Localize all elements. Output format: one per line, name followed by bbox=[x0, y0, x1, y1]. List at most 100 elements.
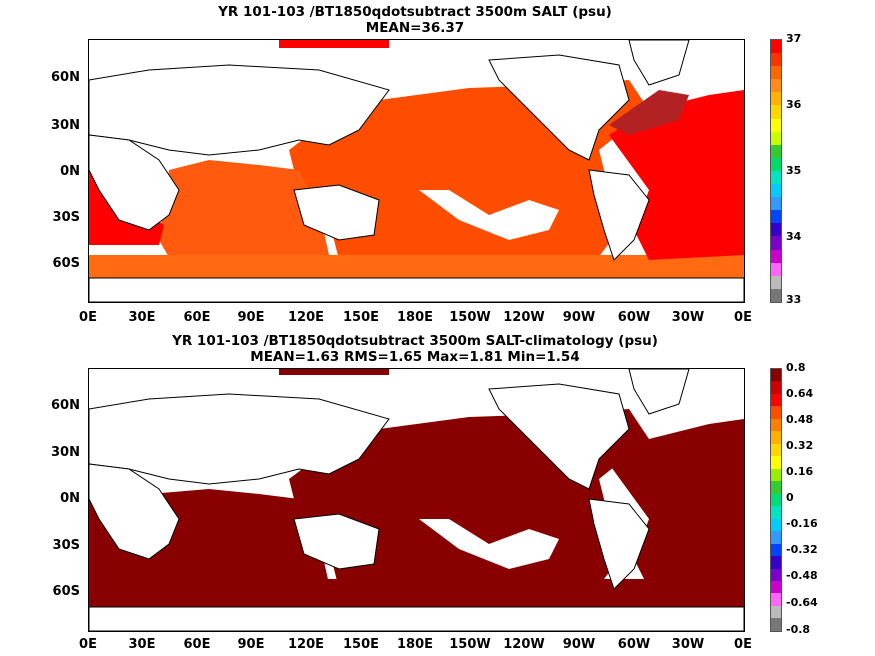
colorbar-swatch bbox=[771, 249, 781, 263]
top-indian-basin bbox=[159, 160, 329, 275]
bottom-lon-label: 180E bbox=[396, 637, 434, 652]
colorbar-swatch bbox=[771, 92, 781, 106]
bottom-colorbar-label: -0.48 bbox=[786, 569, 818, 582]
bottom-lat-label: 60N bbox=[51, 398, 80, 413]
colorbar-swatch bbox=[771, 580, 781, 594]
bottom-lat-label: 30N bbox=[51, 445, 80, 460]
colorbar-swatch bbox=[771, 593, 781, 606]
top-lon-label: 120W bbox=[503, 310, 545, 325]
top-eurasia-land bbox=[89, 64, 390, 156]
colorbar-swatch bbox=[771, 105, 781, 119]
colorbar-swatch bbox=[771, 223, 781, 237]
top-arctic-patch bbox=[279, 40, 389, 48]
colorbar-swatch bbox=[771, 210, 781, 224]
bottom-midocean-ridge bbox=[419, 519, 559, 569]
bottom-colorbar-label: 0.48 bbox=[786, 413, 814, 426]
bottom-title: YR 101-103 /BT1850qdotsubtract 3500m SAL… bbox=[172, 333, 658, 349]
top-lat-label: 0N bbox=[60, 164, 80, 179]
colorbar-swatch bbox=[771, 431, 781, 444]
bottom-lon-label: 90E bbox=[237, 637, 265, 652]
bottom-lat-label: 30S bbox=[52, 538, 80, 553]
colorbar-swatch bbox=[771, 618, 781, 631]
top-africa-land bbox=[89, 134, 180, 231]
bottom-lat-label: 60S bbox=[52, 584, 80, 599]
bottom-australia-land bbox=[293, 513, 380, 570]
top-lon-label: 180E bbox=[396, 310, 434, 325]
colorbar-swatch bbox=[771, 406, 781, 419]
bottom-colorbar-label: 0.32 bbox=[786, 439, 814, 452]
bottom-lon-label: 60E bbox=[183, 637, 211, 652]
bottom-arctic-patch bbox=[279, 369, 389, 375]
bottom-colorbar-label: -0.16 bbox=[786, 517, 818, 530]
bottom-lon-label: 0E bbox=[734, 637, 752, 652]
top-southern-ocean bbox=[89, 255, 744, 278]
bottom-eurasia-land bbox=[89, 393, 390, 485]
top-colorbar bbox=[770, 39, 782, 303]
colorbar-swatch bbox=[771, 275, 781, 289]
top-lat-label: 30S bbox=[52, 210, 80, 225]
top-title: YR 101-103 /BT1850qdotsubtract 3500m SAL… bbox=[218, 4, 612, 20]
top-midocean-ridge bbox=[419, 190, 559, 240]
bottom-subtitle: MEAN=1.63 RMS=1.65 Max=1.81 Min=1.54 bbox=[250, 349, 580, 365]
colorbar-swatch bbox=[771, 443, 781, 457]
colorbar-swatch bbox=[771, 144, 781, 158]
colorbar-swatch bbox=[771, 79, 781, 93]
bottom-lon-label: 0E bbox=[79, 637, 97, 652]
bottom-lon-label: 120W bbox=[503, 637, 545, 652]
bottom-map-field bbox=[89, 369, 744, 631]
top-lon-label: 150E bbox=[342, 310, 380, 325]
colorbar-swatch bbox=[771, 468, 781, 482]
top-map bbox=[88, 39, 745, 303]
top-namerica-land bbox=[488, 54, 630, 161]
colorbar-swatch bbox=[771, 184, 781, 198]
colorbar-swatch bbox=[771, 506, 781, 519]
top-lon-label: 120E bbox=[287, 310, 325, 325]
top-colorbar-label: 37 bbox=[786, 32, 802, 45]
colorbar-swatch bbox=[771, 381, 781, 394]
top-samerica-land bbox=[588, 169, 650, 261]
colorbar-swatch bbox=[771, 568, 781, 581]
colorbar-swatch bbox=[771, 262, 781, 276]
bottom-lon-label: 30W bbox=[671, 637, 705, 652]
colorbar-swatch bbox=[771, 518, 781, 532]
top-antarctica-land bbox=[89, 277, 744, 302]
bottom-colorbar-label: 0.8 bbox=[786, 361, 806, 374]
bottom-colorbar-label: -0.32 bbox=[786, 543, 818, 556]
bottom-lon-label: 90W bbox=[562, 637, 596, 652]
bottom-lon-label: 60W bbox=[617, 637, 651, 652]
bottom-colorbar-label: 0 bbox=[786, 491, 794, 504]
colorbar-swatch bbox=[771, 556, 781, 569]
bottom-colorbar-label: 0.64 bbox=[786, 387, 814, 400]
top-australia-land bbox=[293, 184, 380, 241]
top-lon-label: 60E bbox=[183, 310, 211, 325]
bottom-southern-ocean bbox=[89, 579, 744, 607]
bottom-lon-label: 150E bbox=[342, 637, 380, 652]
colorbar-swatch bbox=[771, 170, 781, 185]
top-colorbar-label: 36 bbox=[786, 98, 802, 111]
top-colorbar-label: 33 bbox=[786, 293, 802, 306]
bottom-lon-label: 150W bbox=[449, 637, 491, 652]
top-greenland-land bbox=[628, 40, 690, 86]
top-lon-label: 0E bbox=[79, 310, 97, 325]
bottom-map bbox=[88, 368, 745, 632]
bottom-africa-land bbox=[89, 463, 180, 560]
top-lon-label: 60W bbox=[617, 310, 651, 325]
colorbar-swatch bbox=[771, 288, 781, 302]
colorbar-swatch bbox=[771, 236, 781, 250]
bottom-samerica-land bbox=[588, 498, 650, 590]
colorbar-swatch bbox=[771, 131, 781, 145]
colorbar-swatch bbox=[771, 531, 781, 544]
top-map-field bbox=[89, 40, 744, 302]
colorbar-swatch bbox=[771, 393, 781, 407]
top-colorbar-label: 34 bbox=[786, 230, 802, 243]
bottom-colorbar-label: -0.8 bbox=[786, 623, 811, 636]
colorbar-swatch bbox=[771, 40, 781, 54]
top-lon-label: 90E bbox=[237, 310, 265, 325]
colorbar-swatch bbox=[771, 197, 781, 211]
top-lon-label: 0E bbox=[734, 310, 752, 325]
bottom-lat-label: 0N bbox=[60, 491, 80, 506]
bottom-colorbar-label: -0.64 bbox=[786, 596, 818, 609]
colorbar-swatch bbox=[771, 157, 781, 171]
top-lat-label: 30N bbox=[51, 118, 80, 133]
bottom-colorbar-label: 0.16 bbox=[786, 465, 814, 478]
